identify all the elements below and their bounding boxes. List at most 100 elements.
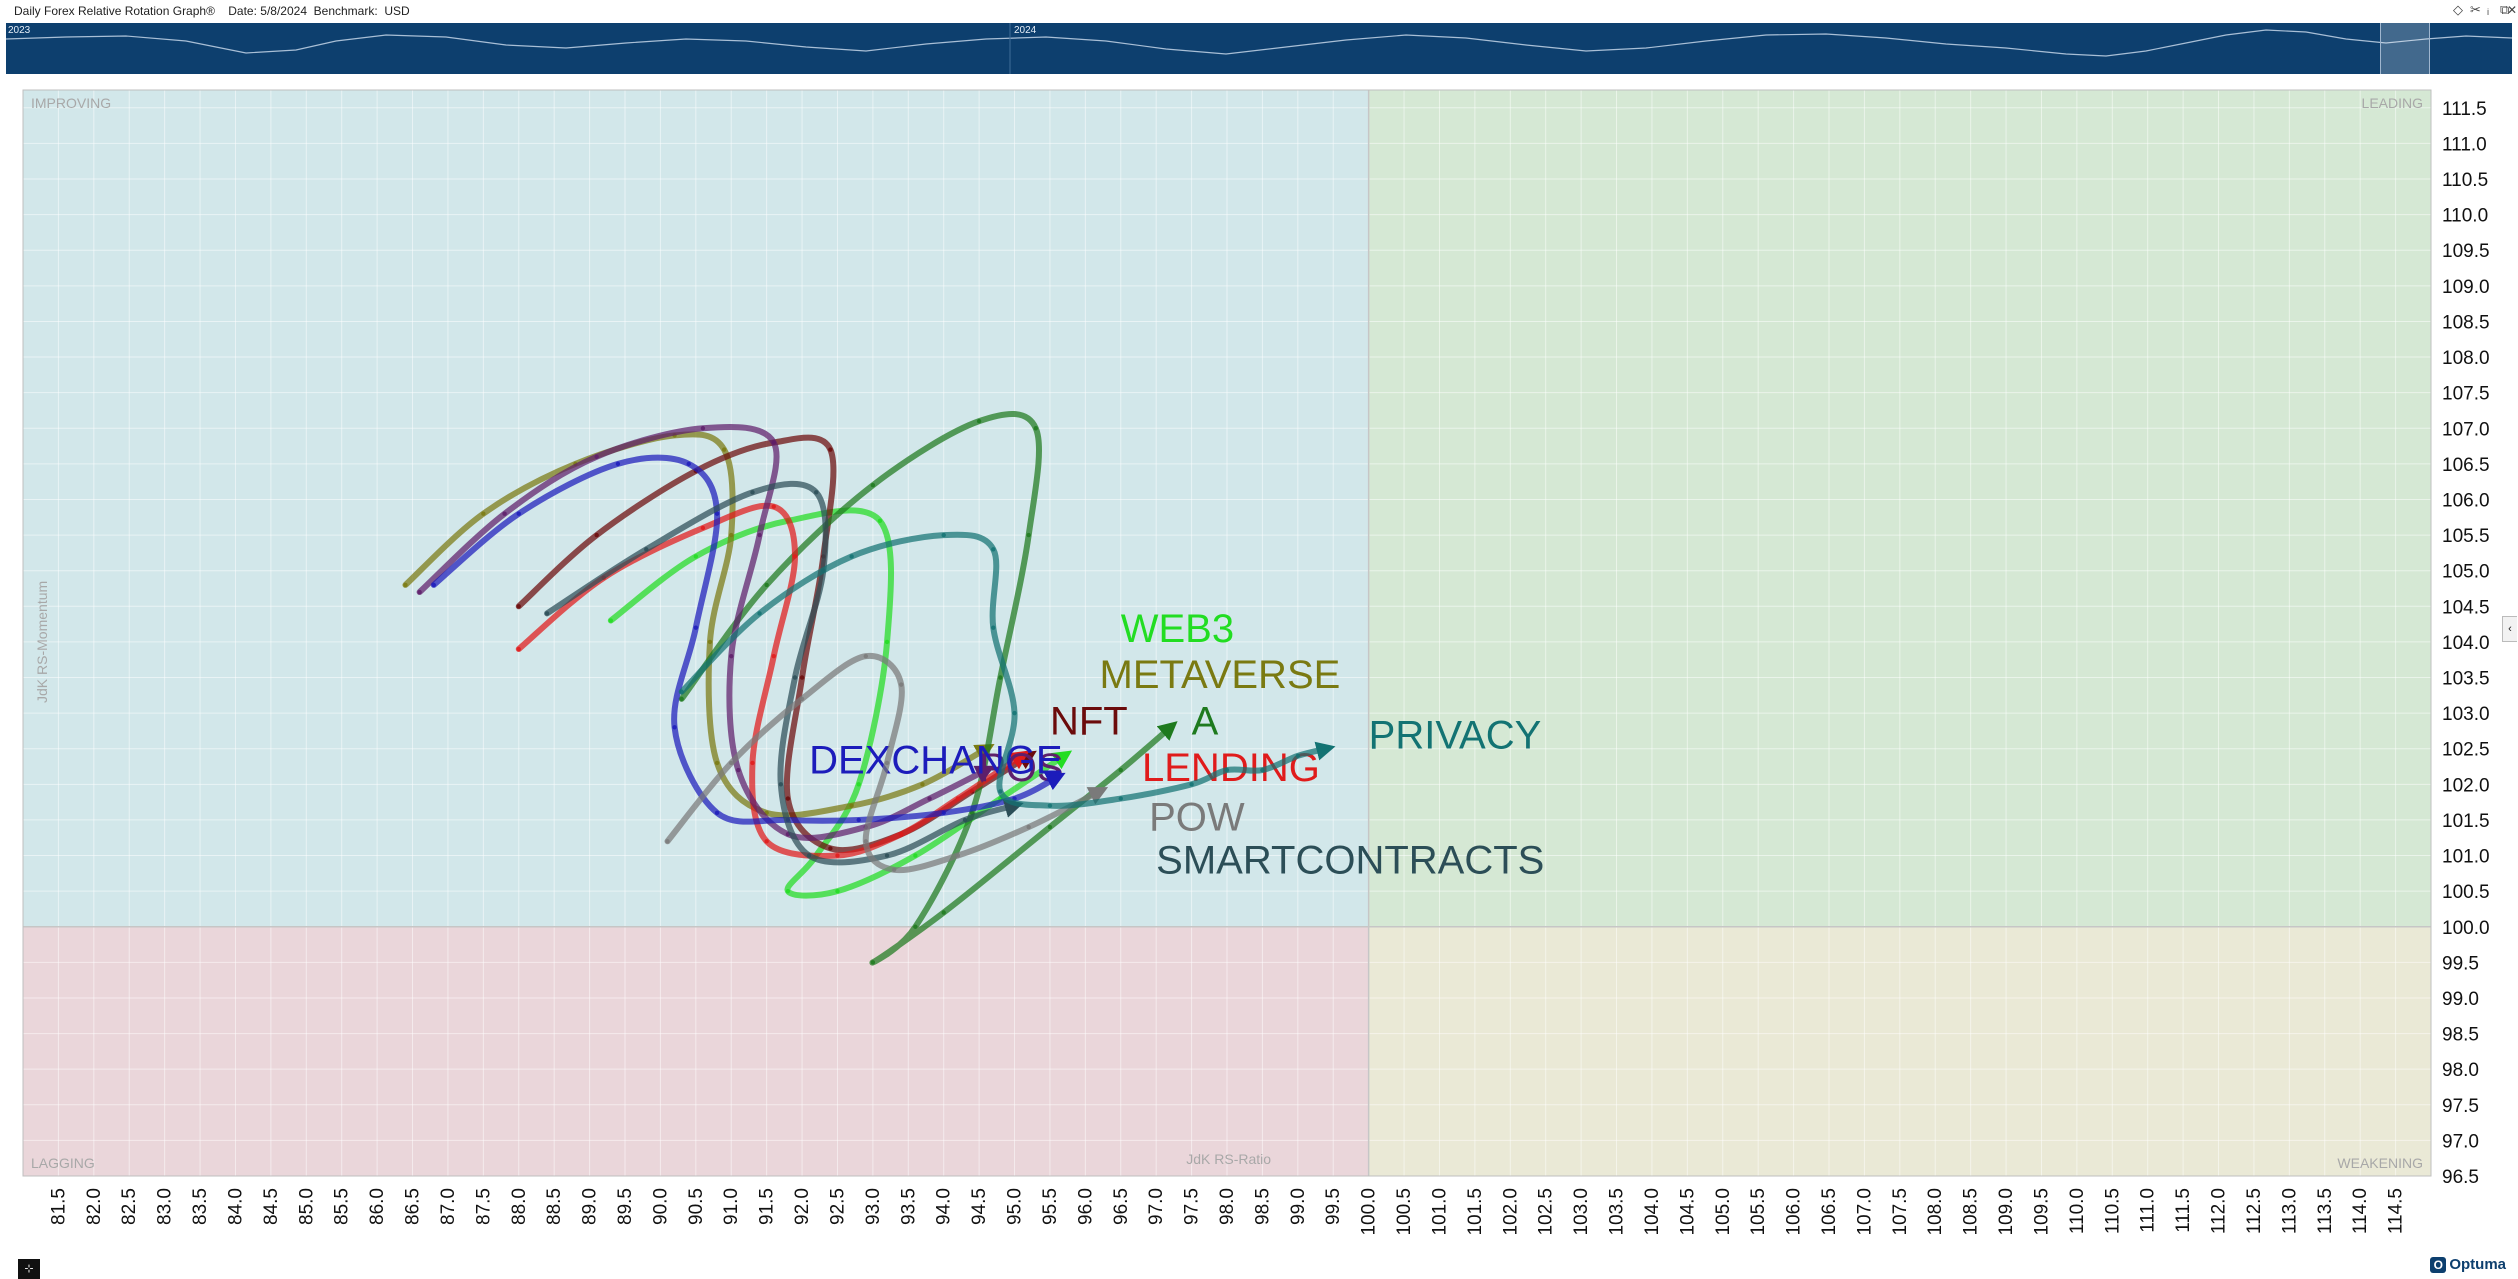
info-icon[interactable]: ᵢ [2487, 2, 2490, 17]
series-point-a [1026, 532, 1031, 538]
series-point-pow [955, 853, 961, 858]
x-tick-label: 100.5 [1394, 1188, 1415, 1236]
x-tick-label: 93.0 [863, 1188, 884, 1225]
x-tick-label: 82.5 [119, 1188, 140, 1225]
timeline-range-handle[interactable] [2380, 23, 2430, 74]
x-tick-label: 97.0 [1146, 1188, 1167, 1225]
series-point-smartcontracts [792, 675, 798, 680]
timeline-navigator[interactable]: 2023 2024 [6, 23, 2512, 74]
series-point-pos [771, 440, 776, 445]
x-tick-label: 91.5 [757, 1188, 778, 1225]
series-point-web3 [998, 796, 1003, 801]
series-point-metaverse [403, 582, 408, 588]
series-point-web3 [1061, 753, 1067, 759]
series-point-lending [700, 525, 706, 531]
x-tick-label: 89.0 [580, 1188, 601, 1225]
series-point-web3 [856, 782, 861, 787]
x-tick-label: 99.0 [1288, 1188, 1309, 1225]
x-tick-label: 92.0 [792, 1188, 813, 1225]
y-tick-label: 105.0 [2442, 562, 2490, 583]
x-tick-label: 85.5 [332, 1188, 353, 1225]
series-point-lending [516, 646, 521, 652]
x-tick-label: 82.0 [84, 1188, 105, 1225]
series-point-lending [792, 554, 798, 559]
series-tail-privacy [678, 531, 1336, 809]
x-tick-label: 100.0 [1359, 1188, 1380, 1236]
x-tick-label: 92.5 [827, 1188, 848, 1225]
x-tick-label: 90.0 [650, 1188, 671, 1225]
series-point-smartcontracts [821, 568, 826, 573]
y-tick-label: 100.0 [2442, 918, 2490, 939]
x-tick-label: 98.5 [1252, 1188, 1273, 1225]
timeline-sparkline [6, 23, 2512, 74]
series-label-pos: POS [979, 746, 1063, 790]
x-tick-label: 103.5 [1607, 1188, 1628, 1236]
series-point-privacy [679, 689, 684, 694]
series-point-nft [799, 675, 805, 680]
series-point-smartcontracts [750, 490, 755, 495]
plot-border [22, 89, 2432, 1177]
series-point-dexchange [1012, 796, 1017, 801]
series-point-lending [771, 504, 776, 509]
pin-icon[interactable]: ✂ [2470, 2, 2481, 17]
series-point-pos [417, 589, 422, 595]
y-tick-label: 98.5 [2442, 1025, 2479, 1046]
series-point-web3 [913, 853, 918, 858]
series-point-a [913, 924, 918, 929]
quadrant-weakening [1368, 926, 2431, 1176]
y-tick-label: 110.0 [2442, 206, 2488, 227]
series-point-lending [771, 653, 776, 659]
series-point-metaverse [849, 803, 854, 808]
y-tick-label: 103.0 [2442, 704, 2490, 725]
series-point-privacy [991, 547, 996, 552]
series-point-dexchange [693, 625, 699, 630]
series-point-privacy [1189, 782, 1194, 787]
series-point-smartcontracts [1012, 803, 1017, 808]
series-point-pos [927, 796, 932, 801]
series-point-lending [899, 831, 904, 837]
series-point-dexchange [1054, 775, 1060, 780]
quadrant-label-weakening: WEAKENING [2337, 1155, 2423, 1171]
timeline-year-label: 2023 [8, 25, 31, 36]
restore-icon[interactable]: ⧉ [2500, 2, 2510, 17]
series-point-lending [1019, 753, 1024, 759]
series-tail-smartcontracts [544, 480, 1024, 866]
x-tick-label: 104.0 [1642, 1188, 1663, 1236]
y-tick-label: 97.0 [2442, 1131, 2479, 1152]
status-bar [0, 1252, 2518, 1279]
y-tick-label: 96.5 [2442, 1167, 2479, 1188]
series-point-a [941, 910, 946, 915]
close-icon[interactable]: ✕ [2507, 3, 2518, 17]
series-point-privacy [1323, 746, 1329, 751]
side-panel-toggle-icon[interactable]: ‹ [2502, 616, 2517, 642]
series-label-metaverse: METAVERSE [1100, 653, 1341, 697]
x-tick-label: 88.5 [544, 1188, 565, 1225]
series-point-lending [601, 575, 606, 581]
y-tick-label: 104.0 [2442, 633, 2490, 654]
series-label-a: A [1192, 699, 1219, 743]
series-label-web3: WEB3 [1121, 607, 1234, 651]
x-tick-label: 111.0 [2138, 1188, 2159, 1233]
series-point-privacy [941, 532, 946, 538]
y-tick-label: 98.0 [2442, 1060, 2479, 1081]
corner-menu-button[interactable]: ⊹ [18, 1259, 40, 1279]
series-label-smartcontracts: SMARTCONTRACTS [1156, 838, 1544, 882]
series-point-pos [757, 532, 762, 538]
series-point-privacy [849, 554, 854, 559]
x-tick-label: 96.5 [1111, 1188, 1132, 1225]
series-point-web3 [814, 853, 819, 858]
x-tick-label: 106.0 [1784, 1188, 1805, 1236]
series-point-pow [665, 839, 670, 844]
y-tick-label: 107.0 [2442, 419, 2490, 440]
series-point-dexchange [714, 511, 720, 516]
series-point-web3 [785, 888, 791, 894]
quadrant-lagging [23, 926, 1369, 1176]
x-tick-label: 87.0 [438, 1188, 459, 1225]
series-point-pow [863, 653, 868, 659]
y-tick-label: 104.5 [2442, 597, 2490, 618]
series-label-dexchange: DEXCHANGE [809, 739, 1062, 783]
x-tick-label: 81.5 [48, 1188, 69, 1225]
x-tick-label: 83.5 [190, 1188, 211, 1225]
diamond-icon[interactable]: ◇ [2453, 2, 2463, 17]
